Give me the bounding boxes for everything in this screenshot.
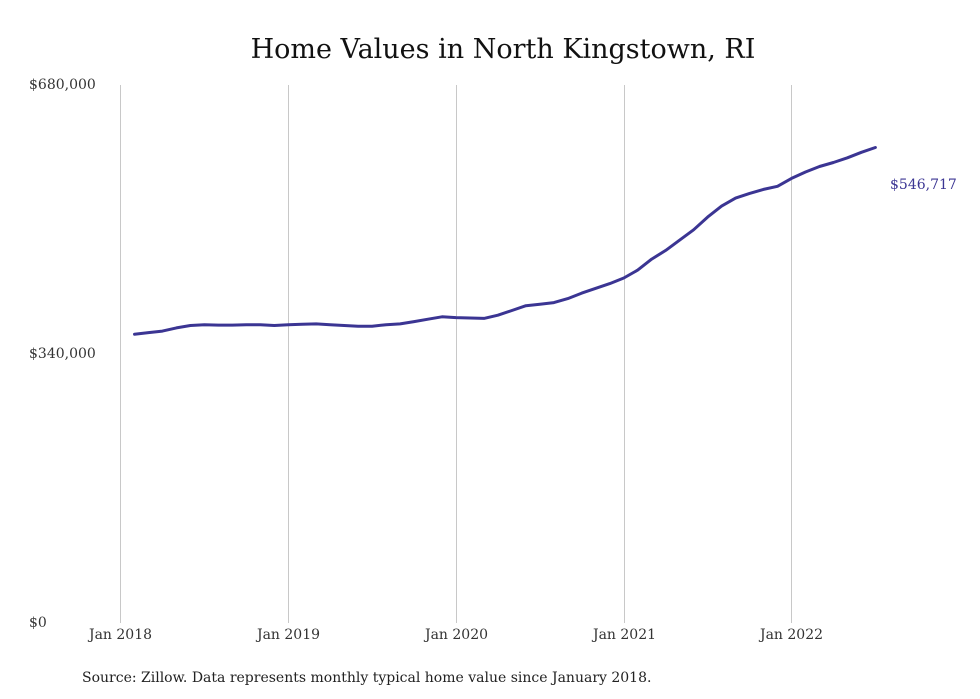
x-tick-label: Jan 2018 — [87, 627, 152, 643]
x-tick-label: Jan 2020 — [423, 627, 488, 643]
grid-lines — [120, 85, 792, 623]
x-tick-label: Jan 2021 — [591, 627, 656, 643]
y-tick-label: $0 — [29, 615, 47, 631]
source-note: Source: Zillow. Data represents monthly … — [82, 670, 651, 686]
x-tick-label: Jan 2022 — [758, 627, 823, 643]
y-tick-label: $340,000 — [29, 346, 96, 362]
end-value-label: $546,717 — [890, 177, 957, 193]
home-value-line — [133, 146, 877, 336]
x-tick-label: Jan 2019 — [255, 627, 320, 643]
y-tick-label: $680,000 — [29, 77, 96, 93]
chart-title: Home Values in North Kingstown, RI — [251, 34, 756, 65]
y-axis-ticks: $0 $340,000 $680,000 — [29, 77, 96, 631]
x-axis-ticks: Jan 2018 Jan 2019 Jan 2020 Jan 2021 Jan 2022 — [87, 627, 823, 643]
